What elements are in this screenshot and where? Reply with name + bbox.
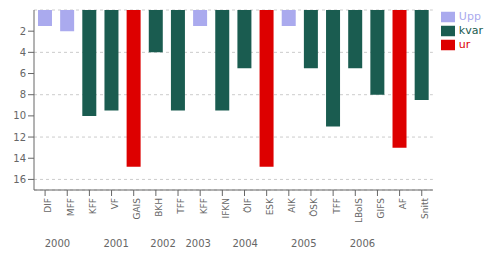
svg-text:10: 10 xyxy=(13,110,26,121)
svg-text:DIF: DIF xyxy=(43,198,53,213)
svg-text:IFKN: IFKN xyxy=(221,198,231,218)
svg-text:14: 14 xyxy=(13,153,26,164)
svg-text:TFF: TFF xyxy=(332,198,342,215)
svg-text:2001: 2001 xyxy=(103,238,128,249)
svg-text:VF: VF xyxy=(110,198,120,209)
svg-text:2000: 2000 xyxy=(45,238,70,249)
svg-text:2003: 2003 xyxy=(186,238,211,249)
svg-text:2: 2 xyxy=(20,26,26,37)
html-text:Upp: Upp xyxy=(458,10,481,23)
svg-text:2005: 2005 xyxy=(291,238,316,249)
svg-text:6: 6 xyxy=(20,68,26,79)
svg-text:ESK: ESK xyxy=(265,197,275,215)
svg-text:AF: AF xyxy=(398,198,408,209)
svg-text:4: 4 xyxy=(20,47,26,58)
svg-text:TFF: TFF xyxy=(176,198,186,215)
svg-text:ÖSK: ÖSK xyxy=(309,197,319,217)
svg-text:12: 12 xyxy=(13,132,26,143)
svg-text:8: 8 xyxy=(20,89,26,100)
svg-text:BKH: BKH xyxy=(154,198,164,217)
html-text:kvar: kvar xyxy=(458,24,483,37)
svg-text:KFF: KFF xyxy=(199,198,209,214)
svg-text:16: 16 xyxy=(13,174,26,185)
svg-text:MFF: MFF xyxy=(66,198,76,216)
svg-text:KFF: KFF xyxy=(88,198,98,214)
svg-text:Snitt: Snitt xyxy=(420,198,430,219)
html-text:ur: ur xyxy=(458,38,471,51)
svg-text:LBoIS: LBoIS xyxy=(354,198,364,223)
svg-text:ÖIF: ÖIF xyxy=(243,198,253,213)
svg-text:GAIS: GAIS xyxy=(132,198,142,220)
svg-text:GIFS: GIFS xyxy=(376,198,386,219)
svg-text:2004: 2004 xyxy=(232,238,257,249)
svg-text:2006: 2006 xyxy=(350,238,375,249)
svg-text:AIK: AIK xyxy=(287,197,297,213)
svg-text:2002: 2002 xyxy=(150,238,175,249)
